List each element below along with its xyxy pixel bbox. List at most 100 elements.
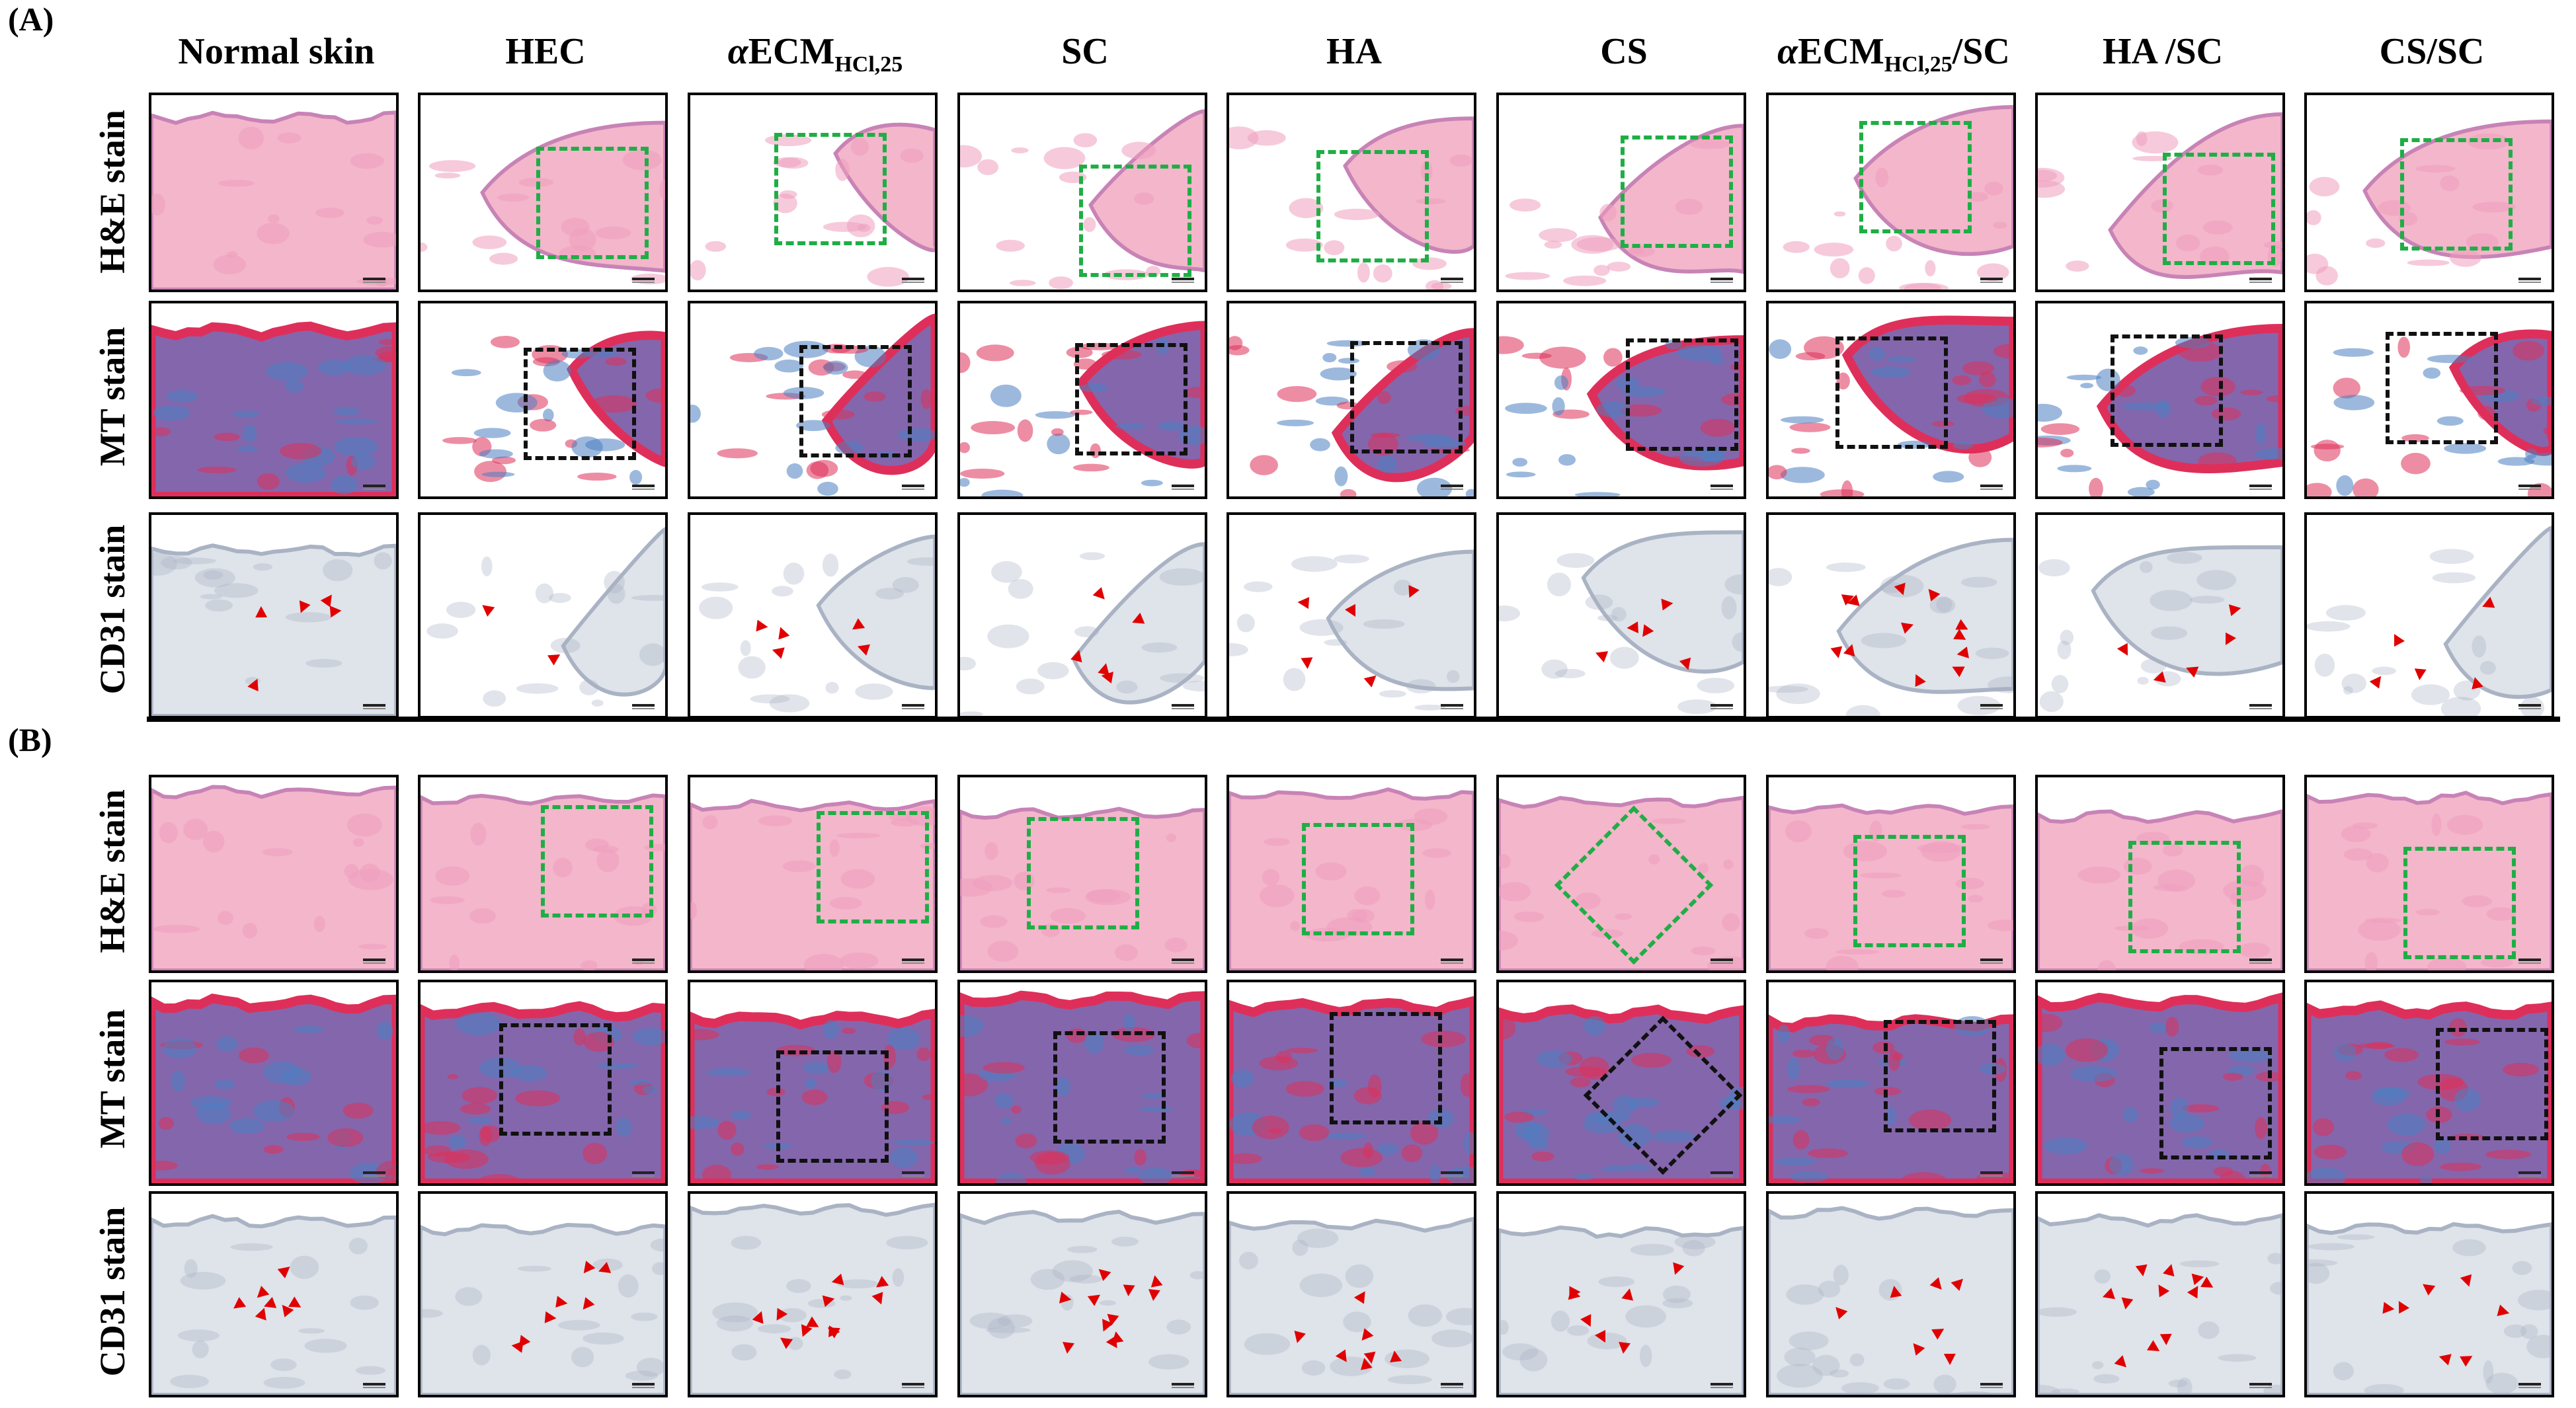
region-of-interest-box [1316,149,1429,262]
histology-tile-cd31 [1227,512,1476,719]
histology-tile-cd31 [2035,512,2285,719]
tissue-section-image [1229,1216,1474,1395]
region-of-interest-box [1053,1031,1166,1144]
row-label-mt-a: MT stain [93,327,132,467]
region-of-interest-box [1329,1011,1442,1124]
histology-tile-he [2304,93,2554,292]
column-header: HA [1228,30,1480,73]
tissue-section-image [1229,549,1474,711]
cd31-arrowhead [1059,1291,1073,1306]
column-header-pre: CS/SC [2379,31,2485,72]
histology-tile-mt [1227,301,1476,499]
histology-tile-he [149,93,399,292]
scale-bar [1980,704,2003,709]
cd31-arrowhead [1147,1288,1161,1302]
scale-bar [1441,1383,1463,1388]
scale-bar [1441,1171,1463,1177]
tissue-section-image [690,1202,935,1395]
cd31-arrowhead [1297,596,1310,609]
region-of-interest-box [2128,840,2241,953]
cd31-arrowhead [2159,1333,2173,1346]
column-header-italic: α [727,31,748,72]
scale-bar [902,278,924,283]
histology-tile-he [149,775,399,973]
cd31-arrowhead [1301,657,1314,670]
region-of-interest-box [1859,121,1972,234]
histology-tile-mt [1766,301,2016,499]
scale-bar [2518,1383,2541,1388]
histology-tile-cd31 [1227,1191,1476,1397]
scale-bar [363,704,385,709]
column-header-main: ECM [748,31,835,72]
tissue-section-image [2307,329,2552,496]
scale-bar [902,958,924,964]
region-of-interest-box [2110,334,2223,447]
scale-bar [1172,278,1194,283]
cd31-arrowhead [1943,1353,1956,1365]
histology-tile-mt [957,301,1207,499]
histology-tile-he [957,93,1207,292]
cd31-arrowhead [2228,602,2242,617]
tissue-section-image [1499,530,1744,715]
scale-bar [632,958,655,964]
scale-bar [363,485,385,490]
scale-bar [1441,485,1463,490]
column-header: αECMHCl,25/SC [1768,30,2019,77]
tissue-section-image [2038,809,2282,970]
histology-tile-cd31 [2304,1191,2554,1397]
tissue-section-image [2307,526,2552,716]
tissue-section-image [1499,1004,1744,1183]
tissue-section-image [1229,996,1474,1183]
cd31-arrowhead [2119,1297,2134,1311]
histology-tile-mt [2035,301,2285,499]
scale-bar [1711,958,1733,964]
column-header-pre: HA [1326,31,1382,72]
tissue-section-image [1769,1014,2013,1183]
histology-tile-mt [418,980,668,1186]
tissue-section-image [151,110,396,290]
scale-bar [1980,1171,2003,1177]
column-header-pre: Normal skin [178,31,375,72]
scale-bar [1172,1383,1194,1388]
cd31-arrowhead [329,605,342,618]
cd31-arrowhead [1061,1342,1074,1355]
tissue-section-image [1769,1206,2013,1395]
tissue-section-image [1769,537,2013,716]
region-of-interest-box [1349,340,1463,453]
histology-tile-cd31 [2035,1191,2285,1397]
column-header: CS [1498,30,1750,73]
histology-tile-mt [688,980,938,1186]
region-of-interest-box [774,132,887,245]
column-header: HA /SC [2037,30,2288,73]
region-of-interest-box [2385,332,2498,445]
region-of-interest-box [1621,135,1734,248]
scale-bar [1711,485,1733,490]
column-header-pre: CS [1600,31,1648,72]
scale-bar [1980,485,2003,490]
scale-bar [2249,704,2272,709]
scale-bar [363,1383,385,1388]
scale-bar [902,1171,924,1177]
scale-bar [2518,485,2541,490]
scale-bar [902,704,924,709]
panel-label-b: (B) [8,721,52,758]
scale-bar [1711,278,1733,283]
scale-bar [1172,704,1194,709]
column-header: Normal skin [151,30,402,73]
histology-tile-mt [149,301,399,499]
scale-bar [2518,704,2541,709]
region-of-interest-box [2403,846,2516,959]
region-of-interest-box [2159,1046,2273,1159]
column-header-post: /SC [1952,31,2010,72]
scale-bar [2518,278,2541,283]
histology-tile-cd31 [957,1191,1207,1397]
histology-tile-mt [1766,980,2016,1186]
tissue-section-image [1499,335,1744,496]
tissue-section-image [1783,104,2013,290]
cd31-arrowhead [1148,1274,1163,1288]
histology-tile-he [688,775,938,973]
region-of-interest-box [1853,834,1966,947]
tissue-section-image [421,1001,665,1183]
tissue-section-image [690,122,935,287]
scale-bar [2249,1171,2272,1177]
